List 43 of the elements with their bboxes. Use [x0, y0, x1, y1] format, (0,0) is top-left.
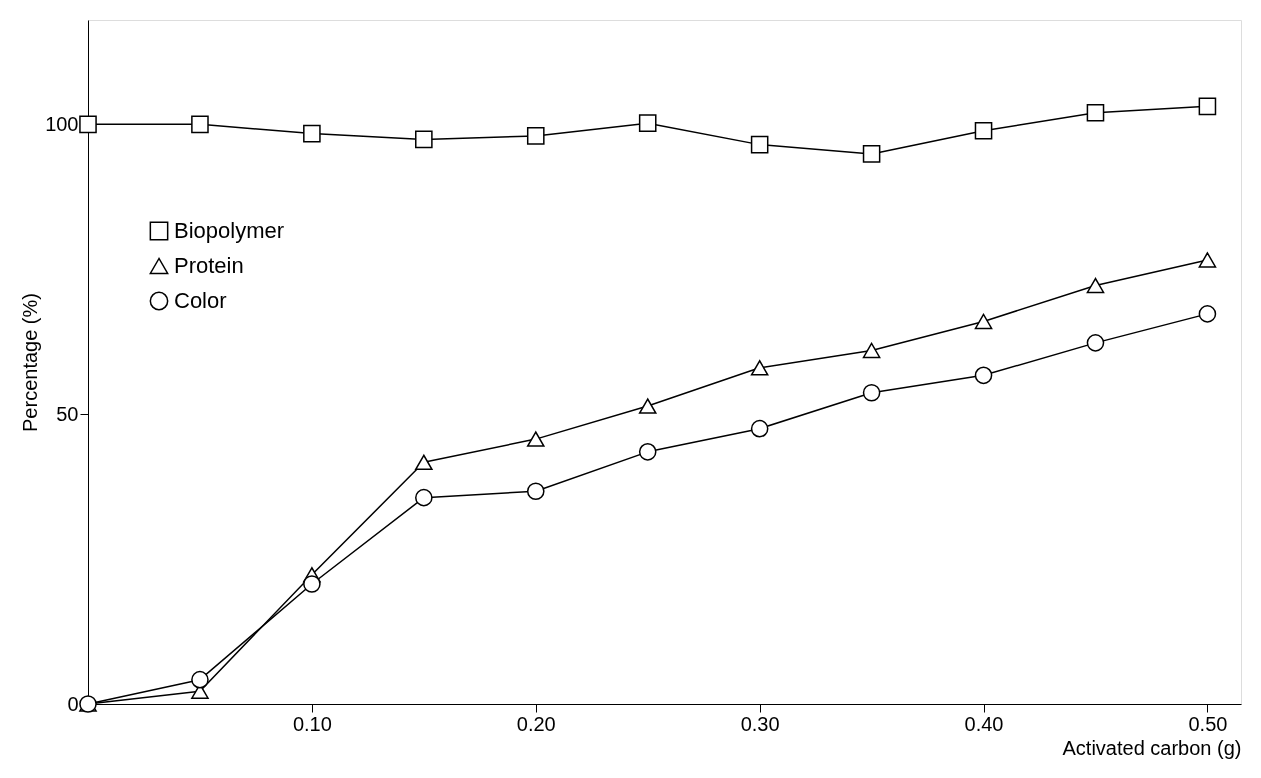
- point: [415, 130, 433, 149]
- y-tick-label: 100: [45, 112, 79, 135]
- point: [303, 575, 321, 593]
- point: [1086, 334, 1105, 352]
- point: [638, 443, 657, 461]
- point: [191, 670, 209, 689]
- x-tick-label: 0.10: [292, 712, 332, 735]
- point: [974, 313, 993, 330]
- point: [638, 398, 657, 414]
- point: [862, 383, 881, 402]
- point: [974, 121, 993, 140]
- point: [415, 488, 433, 507]
- point: [526, 431, 545, 447]
- x-tick-label: 0.30: [740, 712, 780, 735]
- point: [1086, 277, 1105, 294]
- legend-label: Biopolymer: [174, 218, 285, 243]
- y-axis-title: Percentage (%): [19, 293, 42, 432]
- point: [862, 342, 881, 359]
- point: [750, 360, 769, 376]
- x-axis-title: Activated carbon (g): [1062, 736, 1242, 759]
- y-tick-label: 0: [67, 692, 79, 715]
- point: [526, 127, 545, 145]
- x-tick-label: 0.40: [964, 712, 1004, 735]
- point: [974, 366, 993, 385]
- point: [191, 115, 209, 134]
- x-tick-label: 0.20: [516, 712, 556, 735]
- point: [415, 454, 433, 471]
- point: [750, 135, 769, 154]
- point: [526, 482, 545, 501]
- legend-label: Color: [174, 288, 227, 313]
- point: [79, 115, 97, 134]
- point: [1198, 252, 1217, 268]
- point: [750, 419, 769, 438]
- point: [79, 695, 97, 713]
- y-tick-label: 50: [56, 402, 79, 425]
- point: [1198, 305, 1217, 323]
- point: [303, 124, 321, 143]
- point: [1086, 103, 1105, 122]
- legend-label: Protein: [174, 253, 244, 278]
- point: [638, 114, 657, 132]
- x-tick-label: 0.50: [1188, 712, 1228, 735]
- point: [862, 145, 881, 163]
- point: [1198, 97, 1217, 116]
